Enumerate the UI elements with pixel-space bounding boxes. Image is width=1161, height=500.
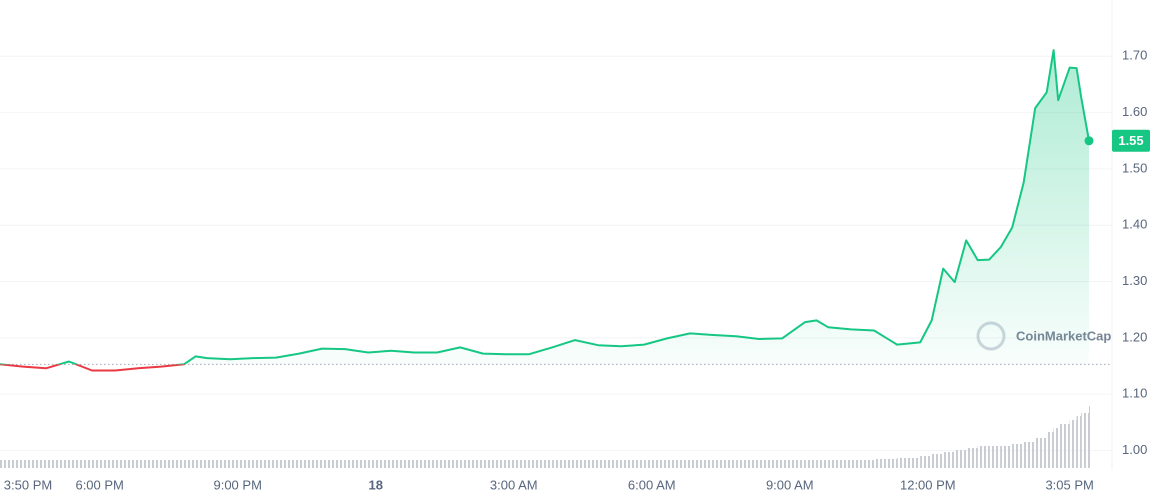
y-tick-label: 1.40 — [1122, 217, 1147, 232]
volume-bar — [805, 460, 817, 468]
volume-bar — [851, 460, 875, 468]
volume-bar — [1023, 442, 1036, 468]
volume-bar — [161, 460, 185, 468]
volume-bar — [989, 446, 1001, 468]
volume-bar — [667, 460, 691, 468]
volume-bar — [69, 460, 93, 468]
volume-bar — [782, 460, 806, 468]
x-tick-label: 9:00 AM — [766, 477, 814, 492]
x-tick-label: 6:00 AM — [628, 477, 676, 492]
price-area — [0, 50, 1089, 365]
volume-bar — [483, 460, 507, 468]
volume-bar — [391, 460, 415, 468]
volume-bar — [1058, 424, 1070, 468]
x-tick-label: 3:50 PM — [4, 477, 52, 492]
volume-bar — [1035, 438, 1047, 468]
volume-bar — [713, 460, 737, 468]
volume-bar — [138, 460, 162, 468]
price-tag — [1112, 129, 1150, 152]
volume-bar — [115, 460, 139, 468]
volume-bar — [1000, 446, 1013, 468]
y-tick-label: 1.00 — [1122, 442, 1147, 457]
volume-bar — [184, 460, 196, 468]
price-line-down — [0, 364, 186, 372]
y-tick-label: 1.20 — [1122, 329, 1147, 344]
volume-bar — [368, 460, 392, 468]
volume-bar — [816, 460, 829, 468]
volume-bar — [977, 446, 990, 468]
volume-bar — [1012, 444, 1024, 468]
volume-bar — [736, 460, 760, 468]
x-tick-label: 18 — [368, 477, 382, 492]
volume-bar — [437, 460, 461, 468]
volume-bar — [230, 460, 254, 468]
volume-bar — [897, 458, 921, 468]
volume-bar — [759, 460, 783, 468]
volume-bar — [0, 460, 24, 468]
x-tick-label: 3:00 AM — [490, 477, 538, 492]
y-tick-label: 1.30 — [1122, 273, 1147, 288]
volume-bar — [931, 454, 944, 468]
volume-bar — [966, 448, 978, 468]
volume-bar — [195, 460, 208, 468]
x-tick-label: 12:00 PM — [900, 477, 956, 492]
volume-bar — [23, 460, 47, 468]
volume-bar — [1089, 406, 1090, 468]
last-point — [1084, 136, 1094, 146]
volume-bar — [954, 450, 967, 468]
volume-bar — [529, 460, 553, 468]
volume-bar — [1069, 420, 1077, 468]
volume-bar — [92, 460, 116, 468]
y-tick-label: 1.70 — [1122, 48, 1147, 63]
volume-bar — [1081, 413, 1089, 468]
volume-bar — [299, 460, 323, 468]
volume-bar — [828, 460, 852, 468]
volume-bar — [345, 460, 369, 468]
volume-bar — [1046, 432, 1054, 468]
x-tick-label: 9:00 PM — [213, 477, 261, 492]
volume-bar — [644, 460, 668, 468]
volume-bar — [276, 460, 300, 468]
price-line-up — [0, 49, 1090, 365]
volume-bar — [207, 460, 231, 468]
volume-bar — [1076, 416, 1082, 468]
y-tick-label: 1.60 — [1122, 104, 1147, 119]
volume-bar — [690, 460, 714, 468]
volume-bar — [253, 460, 277, 468]
volume-bar — [575, 460, 599, 468]
volume-bar — [874, 459, 898, 468]
volume-bar — [46, 460, 70, 468]
x-tick-label: 6:00 PM — [75, 477, 123, 492]
volume-bar — [506, 460, 530, 468]
volume-bar — [460, 460, 484, 468]
price-tag-label: 1.55 — [1118, 133, 1143, 148]
x-tick-label: 3:05 PM — [1045, 477, 1093, 492]
volume-bar — [920, 456, 932, 468]
volume-bar — [943, 452, 955, 468]
volume-bar — [598, 460, 622, 468]
volume-bar — [552, 460, 576, 468]
volume-bar — [621, 460, 645, 468]
y-tick-label: 1.50 — [1122, 160, 1147, 175]
volume-bar — [414, 460, 438, 468]
volume-bar — [1053, 428, 1059, 468]
volume-bar — [322, 460, 346, 468]
y-tick-label: 1.10 — [1122, 386, 1147, 401]
